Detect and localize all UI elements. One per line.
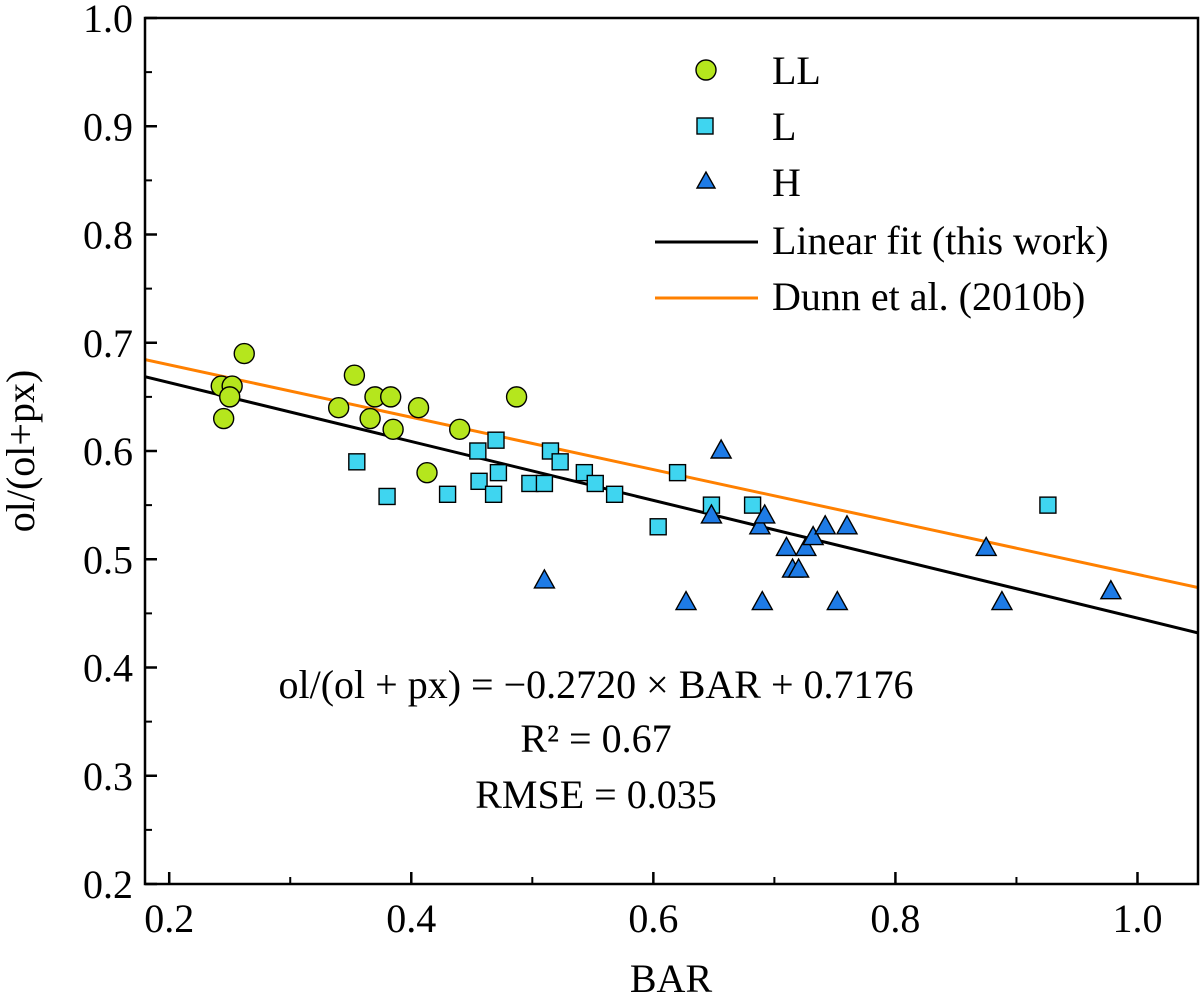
x-tick-label: 0.6 [628, 896, 678, 941]
x-axis-ticks: 0.2 0.4 0.6 0.8 1.0 [144, 872, 1162, 941]
point-l [1039, 496, 1057, 514]
y-tick-label: 0.8 [83, 213, 133, 258]
legend-label-h: H [772, 160, 801, 205]
point-h [709, 438, 733, 459]
point-ll [327, 397, 350, 419]
y-tick-label: 1.0 [83, 0, 133, 41]
fit-lines [145, 358, 1198, 635]
point-ll [407, 397, 430, 419]
point-h [787, 557, 810, 578]
legend-marker-h [695, 170, 717, 189]
point-h [801, 525, 825, 546]
y-tick-label: 0.4 [83, 646, 133, 691]
point-l [535, 474, 554, 493]
y-axis-title: ol/(ol+px) [0, 370, 43, 533]
point-l [378, 487, 396, 506]
legend-label-dunn: Dunn et al. (2010b) [772, 274, 1085, 319]
x-tick-label: 0.8 [870, 896, 920, 941]
point-ll [359, 407, 381, 430]
point-ll [219, 386, 241, 408]
point-h [533, 568, 556, 589]
x-tick-label: 1.0 [1112, 896, 1162, 941]
point-l [469, 442, 487, 460]
point-l [438, 485, 457, 503]
point-ll [380, 386, 402, 408]
annotation-block: ol/(ol + px) = −0.2720 × BAR + 0.7176 R²… [278, 662, 913, 817]
point-l [489, 463, 508, 482]
point-l [487, 431, 505, 449]
legend-label-l: L [772, 104, 796, 149]
point-ll [416, 461, 438, 484]
rmse-annotation: RMSE = 0.035 [475, 772, 716, 817]
r-squared-annotation: R² = 0.67 [520, 716, 671, 761]
x-tick-label: 0.4 [386, 896, 436, 941]
legend-marker-l [696, 117, 714, 135]
y-tick-label: 0.3 [83, 754, 133, 799]
point-l [743, 496, 762, 514]
data-points [210, 342, 1123, 611]
equation-annotation: ol/(ol + px) = −0.2720 × BAR + 0.7176 [278, 662, 913, 707]
point-h [835, 514, 859, 535]
point-h [794, 535, 818, 557]
point-h [1099, 579, 1123, 600]
point-l [668, 463, 687, 482]
y-tick-label: 0.6 [83, 429, 133, 474]
point-l [551, 453, 569, 471]
y-axis-ticks: 0.2 0.3 0.4 0.5 0.6 0.7 0.8 0.9 1.0 [83, 0, 157, 907]
point-h [814, 514, 837, 535]
x-tick-label: 0.2 [144, 896, 194, 941]
point-h [974, 535, 998, 557]
point-ll [343, 364, 366, 386]
linear-fit-line [145, 375, 1198, 635]
point-h [753, 503, 776, 524]
x-axis-title: BAR [630, 956, 713, 999]
point-ll [505, 386, 528, 408]
point-ll [233, 342, 255, 365]
legend-label-ll: LL [772, 48, 821, 93]
point-h [775, 535, 798, 557]
point-ll [382, 418, 404, 441]
point-ll [212, 407, 235, 430]
y-tick-label: 0.7 [83, 321, 133, 366]
legend-marker-ll [695, 59, 717, 81]
point-h [990, 590, 1014, 611]
point-h [751, 590, 774, 611]
point-h [674, 590, 698, 611]
point-l [470, 472, 488, 491]
legend-label-fit: Linear fit (this work) [772, 218, 1109, 263]
y-tick-label: 0.5 [83, 537, 133, 582]
point-l [649, 518, 667, 536]
point-l [348, 453, 366, 471]
point-h [826, 590, 849, 611]
y-tick-label: 0.2 [83, 862, 133, 907]
point-h [700, 503, 723, 524]
point-ll [448, 418, 471, 441]
point-l [521, 474, 539, 493]
y-tick-label: 0.9 [83, 104, 133, 149]
point-h [748, 514, 772, 535]
point-l [605, 485, 624, 503]
legend: LL L H Linear fit (this work) Dunn et al… [655, 48, 1109, 319]
point-l [586, 474, 604, 493]
point-l [484, 485, 503, 503]
